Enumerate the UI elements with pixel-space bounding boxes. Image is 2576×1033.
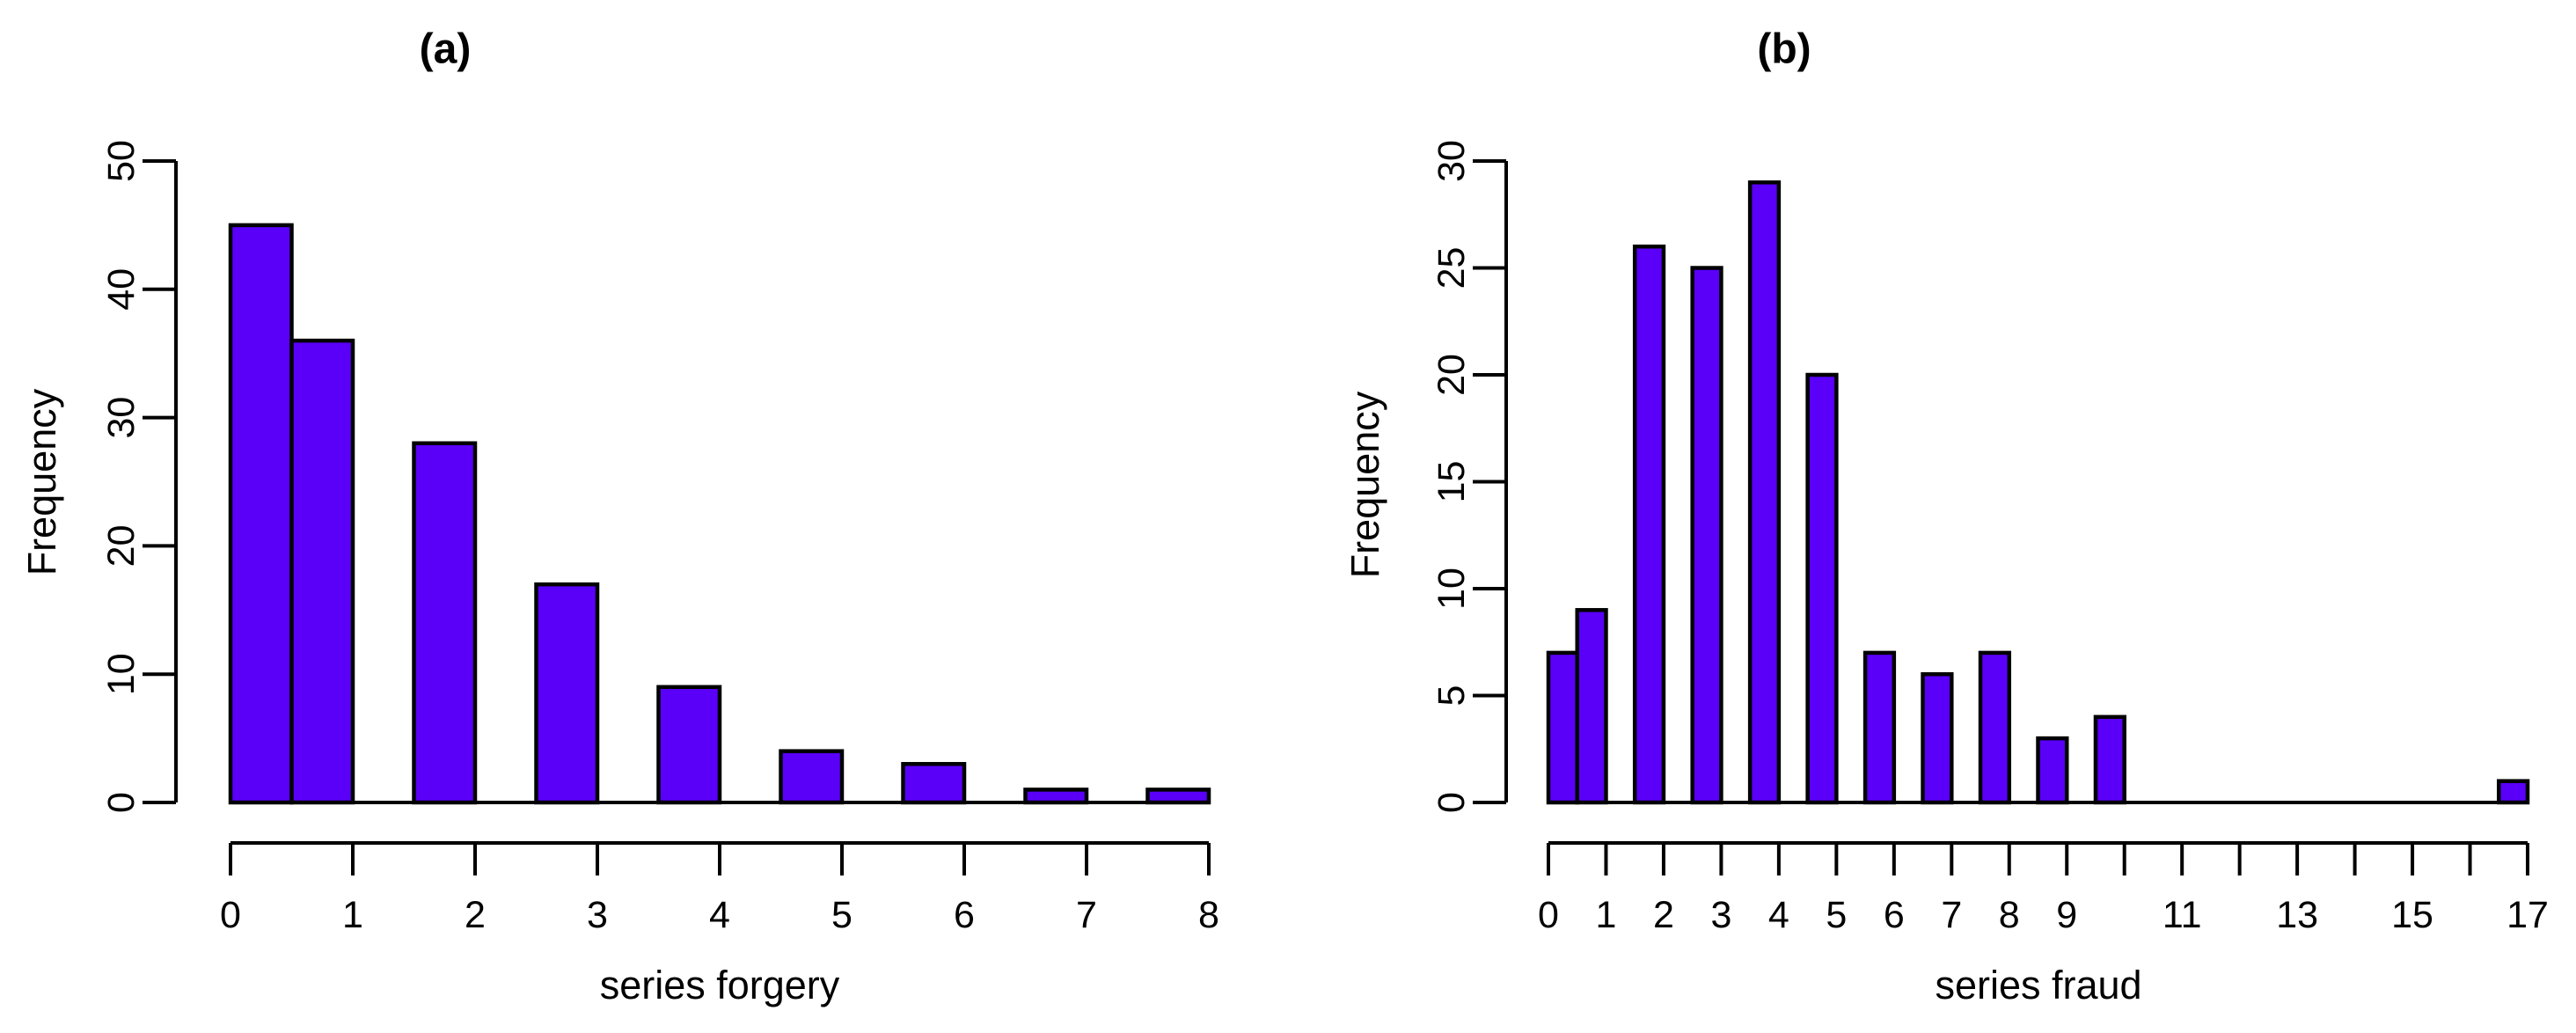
y-tick-label: 20 bbox=[100, 524, 143, 567]
panel-b-title: (b) bbox=[1757, 26, 1811, 73]
x-tick-label: 1 bbox=[342, 894, 363, 936]
histogram-bar bbox=[1921, 671, 1954, 805]
panel-b-y-axis-label: Frequency bbox=[1343, 391, 1387, 579]
histogram-bar bbox=[2093, 714, 2126, 805]
y-tick-label: 30 bbox=[1431, 140, 1473, 182]
x-tick-label: 11 bbox=[2163, 894, 2202, 936]
x-tick-label: 7 bbox=[1941, 894, 1962, 936]
panel-a-x-axis-label: series forgery bbox=[599, 963, 840, 1007]
x-tick-label: 1 bbox=[1596, 894, 1617, 936]
x-tick-label: 5 bbox=[831, 894, 853, 936]
histogram-bar bbox=[2497, 779, 2530, 805]
y-tick-label: 0 bbox=[1431, 792, 1473, 813]
histogram-bar bbox=[2036, 736, 2069, 805]
y-tick-label: 20 bbox=[1431, 354, 1473, 396]
histogram-bar bbox=[1978, 650, 2012, 805]
x-tick-label: 3 bbox=[1710, 894, 1731, 936]
histogram-bar bbox=[1145, 788, 1211, 805]
histogram-bar bbox=[1805, 372, 1839, 805]
y-tick-label: 5 bbox=[1431, 685, 1473, 707]
x-tick-label: 8 bbox=[1999, 894, 2020, 936]
x-tick-label: 9 bbox=[2056, 894, 2077, 936]
x-tick-label: 4 bbox=[1768, 894, 1789, 936]
histogram-bar bbox=[1862, 650, 1897, 805]
x-tick-label: 0 bbox=[1538, 894, 1559, 936]
x-tick-label: 0 bbox=[220, 894, 241, 936]
x-tick-label: 15 bbox=[2391, 894, 2433, 936]
panel-a-title: (a) bbox=[419, 26, 472, 73]
y-tick-label: 40 bbox=[100, 268, 143, 311]
histogram-bar bbox=[779, 749, 845, 805]
x-tick-label: 2 bbox=[1653, 894, 1674, 936]
histogram-bar bbox=[656, 685, 722, 805]
x-tick-label: 5 bbox=[1826, 894, 1847, 936]
x-tick-label: 6 bbox=[954, 894, 975, 936]
x-tick-label: 7 bbox=[1076, 894, 1097, 936]
panel-a: 0 10 20 30 40 50 0 1 2 3 4 5 6 7 8 bbox=[100, 140, 1219, 936]
histogram-bar bbox=[1575, 608, 1608, 805]
histogram-bar bbox=[1747, 180, 1782, 805]
y-tick-label: 25 bbox=[1431, 247, 1473, 289]
histogram-bar bbox=[228, 223, 294, 805]
histogram-bar bbox=[1023, 788, 1089, 805]
histogram-bar bbox=[901, 762, 967, 805]
x-tick-label: 2 bbox=[465, 894, 486, 936]
y-tick-label: 0 bbox=[100, 792, 143, 813]
y-tick-label: 10 bbox=[1431, 568, 1473, 610]
histogram-bar bbox=[1632, 244, 1666, 805]
panel-b-x-axis-label: series fraud bbox=[1935, 963, 2142, 1007]
y-tick-label: 15 bbox=[1431, 461, 1473, 503]
histogram-bar bbox=[534, 582, 600, 805]
x-tick-label: 8 bbox=[1198, 894, 1219, 936]
x-tick-label: 6 bbox=[1884, 894, 1905, 936]
y-tick-label: 10 bbox=[100, 653, 143, 695]
histogram-bar bbox=[289, 338, 355, 805]
x-tick-label: 17 bbox=[2506, 894, 2549, 936]
x-tick-label: 3 bbox=[587, 894, 608, 936]
histogram-bar bbox=[412, 441, 478, 805]
histogram-bar bbox=[1690, 266, 1723, 805]
y-tick-label: 50 bbox=[100, 140, 143, 182]
y-tick-label: 30 bbox=[100, 397, 143, 439]
x-tick-label: 4 bbox=[709, 894, 730, 936]
x-tick-label: 13 bbox=[2276, 894, 2318, 936]
histogram-bar bbox=[1546, 650, 1579, 805]
panel-a-y-axis-label: Frequency bbox=[19, 388, 64, 576]
